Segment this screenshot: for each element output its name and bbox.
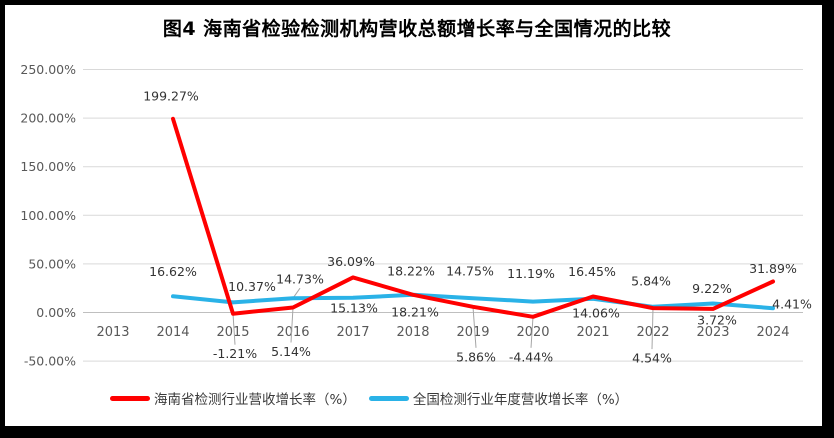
- x-axis-tick-label: 2014: [156, 325, 189, 340]
- national-data-label: 10.37%: [228, 279, 276, 294]
- y-axis-tick-label: 150.00%: [20, 159, 76, 174]
- national-data-label: 11.19%: [507, 266, 555, 281]
- national-data-label: 14.06%: [572, 305, 620, 320]
- hainan-data-label: 36.09%: [327, 254, 375, 269]
- data-label-leader-line: [232, 313, 236, 345]
- y-axis-tick-label: 100.00%: [20, 208, 76, 223]
- y-axis-tick-label: -50.00%: [24, 354, 76, 369]
- national-series-line: [171, 292, 775, 311]
- y-axis-tick-label: 250.00%: [20, 62, 76, 77]
- legend-line-sample-national: [368, 395, 409, 401]
- x-axis-tick-label: 2018: [396, 325, 429, 340]
- x-axis-tick-label: 2022: [636, 325, 669, 340]
- x-axis-tick-label: 2019: [456, 325, 489, 340]
- x-axis-tick-label: 2023: [696, 325, 729, 340]
- legend-label-national: 全国检测行业年度营收增长率（%）: [412, 392, 629, 408]
- legend-item-hainan: 海南省检测行业营收增长率（%）: [110, 388, 356, 408]
- data-label-leader-line: [290, 307, 294, 343]
- legend-item-national: 全国检测行业年度营收增长率（%）: [368, 388, 629, 408]
- x-axis-tick-label: 2016: [276, 325, 309, 340]
- national-data-label: 16.62%: [149, 264, 197, 279]
- hainan-data-label: 31.89%: [749, 261, 797, 276]
- data-label-leader-line: [472, 306, 477, 348]
- chart-title: 图4 海南省检验检测机构营收总额增长率与全国情况的比较: [162, 18, 672, 40]
- data-label-leader-line: [651, 308, 654, 350]
- x-axis-tick-label: 2024: [756, 325, 789, 340]
- hainan-data-label: -4.44%: [509, 349, 553, 364]
- hainan-data-label: 5.14%: [271, 344, 311, 359]
- chart-legend: 海南省检测行业营收增长率（%） 全国检测行业年度营收增长率（%）: [110, 388, 628, 408]
- national-data-label: 14.75%: [446, 264, 494, 279]
- hainan-data-label: 18.22%: [387, 263, 435, 278]
- x-axis-tick-label: 2020: [516, 325, 549, 340]
- legend-line-sample-hainan: [110, 395, 150, 401]
- national-data-label: 15.13%: [330, 300, 378, 315]
- hainan-data-label: 3.72%: [697, 312, 737, 327]
- national-data-label: 14.73%: [276, 272, 324, 287]
- national-data-label: 18.21%: [391, 304, 439, 319]
- national-data-label: 5.84%: [631, 273, 671, 288]
- x-axis-tick-label: 2015: [216, 325, 249, 340]
- national-data-label: 9.22%: [692, 281, 732, 296]
- x-axis-tick-label: 2013: [96, 325, 129, 340]
- y-axis-tick-label: 50.00%: [28, 256, 76, 271]
- legend-label-hainan: 海南省检测行业营收增长率（%）: [154, 392, 356, 408]
- national-data-label: 4.41%: [772, 297, 812, 312]
- data-label-leader-line: [530, 316, 534, 348]
- x-axis-tick-label: 2021: [576, 325, 609, 340]
- hainan-data-label: -1.21%: [213, 346, 257, 361]
- hainan-data-label: 5.86%: [456, 349, 496, 364]
- hainan-data-label: 199.27%: [143, 88, 199, 103]
- hainan-data-label: 16.45%: [568, 264, 616, 279]
- y-axis-tick-label: 200.00%: [20, 111, 76, 126]
- hainan-data-label: 4.54%: [632, 351, 672, 366]
- y-axis-tick-label: 0.00%: [36, 305, 76, 320]
- hainan-series-line: [171, 116, 775, 319]
- x-axis-tick-label: 2017: [336, 325, 369, 340]
